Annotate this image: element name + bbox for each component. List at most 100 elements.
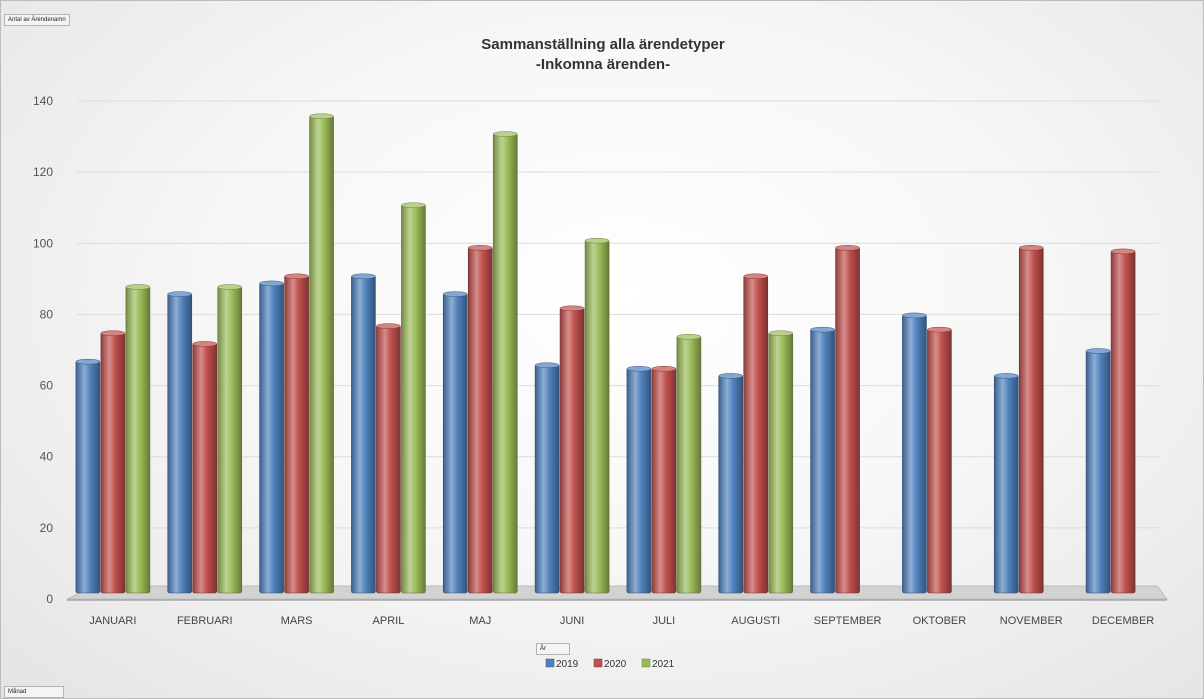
bar-cap-2020-november <box>1019 245 1044 251</box>
bar-cap-2019-november <box>994 373 1019 379</box>
legend-entry-2020: 2020 <box>593 658 627 670</box>
x-tick-label: SEPTEMBER <box>814 615 882 627</box>
bar-cap-2020-februari <box>192 341 217 347</box>
bar-cap-2021-mars <box>309 113 334 119</box>
bar-2019-augusti <box>718 374 744 594</box>
bar-cap-2021-januari <box>125 284 151 290</box>
bar-cap-2020-maj <box>468 245 493 251</box>
bar-cap-2020-juni <box>559 305 585 312</box>
y-tick-label: 0 <box>46 592 53 606</box>
y-tick-label: 140 <box>33 94 53 108</box>
legend-entry-2019: 2019 <box>545 658 579 670</box>
legend-swatch <box>641 658 651 668</box>
bar-2019-oktober <box>902 314 927 594</box>
bar-2020-juni <box>559 307 585 594</box>
bar-cap-2020-oktober <box>927 326 952 333</box>
bar-2019-december <box>1085 349 1111 594</box>
bar-2020-juli <box>651 367 677 594</box>
bar-cap-2021-juli <box>676 334 702 340</box>
bar-2021-mars <box>309 114 334 594</box>
x-tick-label: JANUARI <box>89 615 136 627</box>
bar-cap-2019-oktober <box>902 312 927 319</box>
bar-cap-2021-april <box>401 202 426 208</box>
x-tick-label: JUNI <box>560 615 584 627</box>
x-tick-label: MARS <box>281 615 313 627</box>
bar-cap-2019-maj <box>443 291 468 297</box>
legend-label: 2019 <box>556 659 579 670</box>
chart-title: Sammanställning alla ärendetyper <box>481 36 725 53</box>
bar-cap-2019-juli <box>626 366 652 372</box>
bar-cap-2019-juni <box>534 362 560 368</box>
legend-field-button[interactable]: År <box>536 643 570 655</box>
bar-cap-2020-juli <box>651 366 677 372</box>
bar-2019-september <box>810 328 835 594</box>
y-tick-label: 100 <box>33 236 53 250</box>
x-tick-label: OKTOBER <box>913 615 967 627</box>
legend-swatch <box>593 658 603 668</box>
bar-2020-april <box>376 324 401 594</box>
bar-2020-februari <box>192 342 218 594</box>
bar-2019-maj <box>442 292 468 594</box>
y-axis-ticks: 0 20 40 60 80 100 120 140 <box>33 94 53 606</box>
bar-2019-mars <box>259 282 284 594</box>
bar-2019-juli <box>626 367 652 594</box>
bar-2020-maj <box>467 246 493 594</box>
bar-2021-april <box>401 203 426 594</box>
floor-top <box>66 585 1169 600</box>
chart-floor <box>66 585 1169 601</box>
bar-2020-december <box>1110 250 1136 594</box>
bar-2019-november <box>993 374 1019 594</box>
bar-2021-maj <box>492 132 518 594</box>
legend-entry-2021: 2021 <box>641 658 675 670</box>
bar-2021-augusti <box>768 331 794 594</box>
bar-cap-2020-januari <box>100 330 126 336</box>
bar-2019-juni <box>534 363 560 594</box>
bar-cap-2020-augusti <box>743 273 768 280</box>
x-tick-label: FEBRUARI <box>177 615 233 627</box>
bars <box>75 113 1136 594</box>
bar-cap-2019-december <box>1085 348 1111 354</box>
x-tick-label: NOVEMBER <box>1000 615 1063 627</box>
legend-label: 2020 <box>604 659 627 670</box>
bar-2021-januari <box>125 285 151 594</box>
bar-cap-2019-augusti <box>718 373 743 379</box>
y-tick-label: 120 <box>33 165 53 179</box>
x-axis-ticks: JANUARI FEBRUARI MARS APRIL MAJ JUNI JULI AUGUS… <box>89 615 1154 627</box>
y-tick-label: 80 <box>40 307 54 321</box>
bar-2020-augusti <box>743 274 769 594</box>
y-tick-label: 60 <box>40 379 54 393</box>
legend: 2019 2020 2021 <box>545 658 675 670</box>
bar-cap-2020-september <box>835 245 860 251</box>
value-field-button[interactable]: Antal av Ärendenamn <box>4 14 70 26</box>
bar-2020-september <box>835 246 860 594</box>
bar-cap-2021-maj <box>493 131 518 137</box>
x-tick-label: JULI <box>653 615 676 627</box>
bar-2020-januari <box>100 331 126 594</box>
x-tick-label: DECEMBER <box>1092 615 1154 627</box>
bar-2020-mars <box>284 274 309 594</box>
x-tick-label: MAJ <box>469 615 491 627</box>
x-tick-label: AUGUSTI <box>731 615 780 627</box>
gridlines <box>77 100 1159 529</box>
bar-2020-november <box>1018 246 1044 594</box>
x-tick-label: APRIL <box>373 615 405 627</box>
chart-subtitle: -Inkomna ärenden- <box>535 56 671 73</box>
bar-cap-2021-februari <box>217 284 242 290</box>
legend-label: 2021 <box>652 659 675 670</box>
bar-cap-2019-april <box>351 273 376 280</box>
bar-cap-2021-juni <box>584 237 610 244</box>
bar-2021-juni <box>584 239 610 594</box>
bar-cap-2020-december <box>1110 248 1136 255</box>
bar-cap-2019-mars <box>259 280 284 287</box>
bar-2019-februari <box>167 292 193 594</box>
bar-2021-februari <box>217 285 243 594</box>
legend-swatch <box>545 658 555 668</box>
bar-cap-2020-mars <box>284 273 309 280</box>
y-tick-label: 20 <box>40 521 54 535</box>
axis-field-button[interactable]: Månad <box>4 686 64 698</box>
bar-cap-2020-april <box>376 323 401 329</box>
bar-2019-januari <box>75 360 101 594</box>
chart-title-block: Sammanställning alla ärendetyper -Inkomn… <box>1 35 1204 75</box>
